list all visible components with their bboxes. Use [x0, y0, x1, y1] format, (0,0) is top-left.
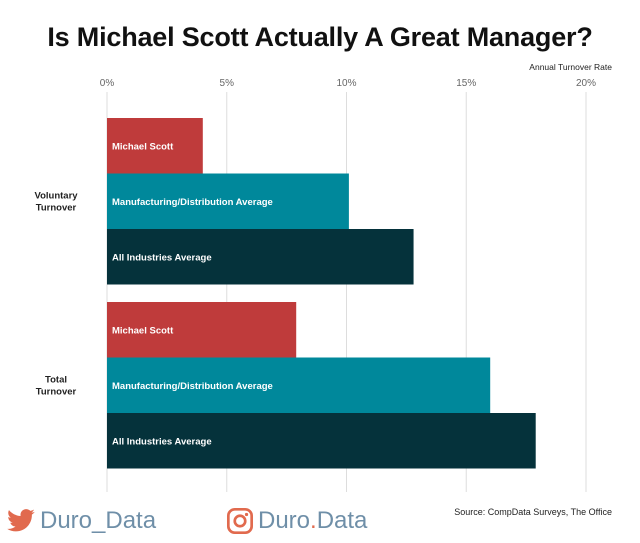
bars: Michael Scott Manufacturing/Distribution … — [107, 118, 536, 469]
bar-label-g0-2: All Industries Average — [112, 252, 212, 263]
tick-label-2: 10% — [336, 78, 356, 89]
group-label-0-line-0: Voluntary — [34, 190, 78, 201]
tick-label-3: 15% — [456, 78, 476, 89]
bar-g1-1 — [107, 357, 491, 413]
instagram-handle-dot: . — [310, 507, 317, 534]
group-label-0-line-1: Turnover — [36, 202, 77, 213]
tick-label-0: 0% — [100, 78, 115, 89]
twitter-handle-part-a: Duro — [40, 507, 93, 534]
tick-label-1: 5% — [220, 78, 235, 89]
instagram-icon — [226, 507, 254, 535]
group-label-1-line-1: Turnover — [36, 386, 77, 397]
bar-g0-0 — [107, 118, 203, 174]
source-note: Source: CompData Surveys, The Office — [454, 507, 612, 517]
bar-label-g1-2: All Industries Average — [112, 436, 212, 447]
bar-label-g1-0: Michael Scott — [112, 325, 174, 336]
bar-label-g1-1: Manufacturing/Distribution Average — [112, 381, 273, 392]
bar-g1-0 — [107, 302, 297, 358]
axis-title: Annual Turnover Rate — [529, 62, 612, 72]
twitter-handle[interactable]: Duro_Data — [4, 504, 156, 538]
bar-g1-2 — [107, 413, 536, 469]
bar-label-g0-0: Michael Scott — [112, 141, 174, 152]
instagram-handle[interactable]: Duro.Data — [226, 504, 367, 538]
bar-label-g0-1: Manufacturing/Distribution Average — [112, 197, 273, 208]
chart-title: Is Michael Scott Actually A Great Manage… — [47, 22, 593, 52]
tick-label-4: 20% — [576, 78, 596, 89]
bar-g0-1 — [107, 173, 349, 229]
instagram-handle-part-b: Data — [316, 507, 368, 534]
instagram-handle-part-a: Duro — [258, 507, 311, 534]
x-axis-ticks: 0% 5% 10% 15% 20% — [100, 78, 596, 89]
twitter-icon — [7, 509, 35, 532]
group-label-1-line-0: Total — [45, 374, 67, 385]
bar-g0-2 — [107, 229, 414, 285]
twitter-handle-part-b: _Data — [92, 507, 157, 534]
